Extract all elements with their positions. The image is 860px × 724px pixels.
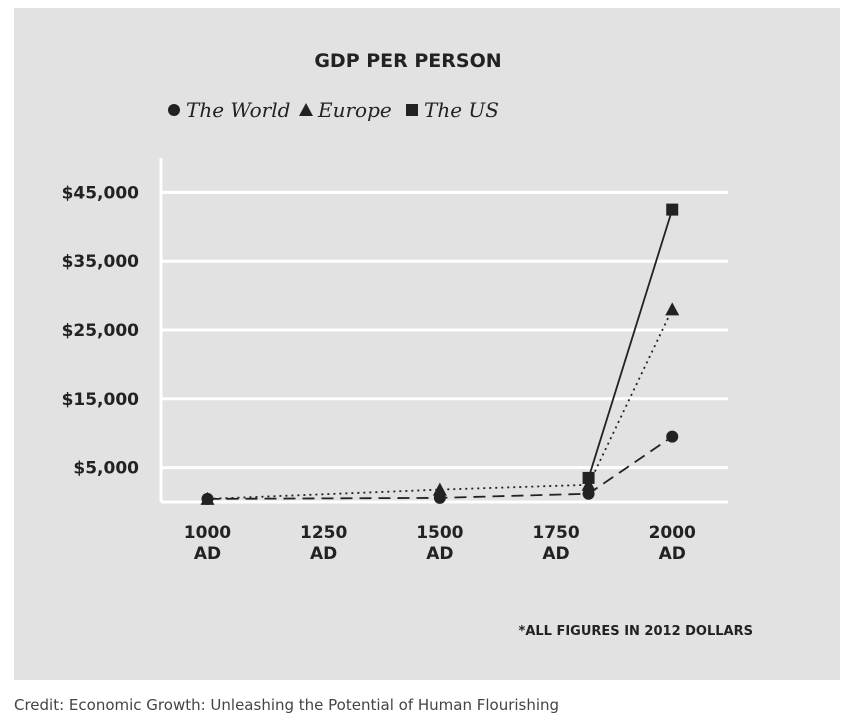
x-tick-unit-2: AD — [426, 544, 453, 564]
x-tick-label-2: 1500 — [416, 523, 463, 543]
legend: The World Europe The US — [168, 98, 499, 122]
legend-label-the-world: The World — [186, 98, 290, 122]
point-europe-1 — [432, 482, 447, 496]
chart-panel: GDP PER PERSON The World Europe The US $5,… — [14, 8, 840, 680]
y-tick-label-3: $35,000 — [62, 252, 140, 272]
point-the-us-1 — [666, 203, 679, 216]
y-tick-label-0: $5,000 — [73, 459, 139, 479]
point-europe-2 — [581, 477, 596, 491]
point-the-world-3 — [666, 430, 679, 443]
series-group — [200, 203, 680, 505]
y-tick-label-4: $45,000 — [62, 183, 140, 203]
chart-title: GDP PER PERSON — [314, 50, 501, 72]
x-tick-unit-3: AD — [542, 544, 569, 564]
x-tick-unit-0: AD — [194, 544, 221, 564]
x-tick-unit-1: AD — [310, 544, 337, 564]
gdp-chart: GDP PER PERSON The World Europe The US $5,… — [62, 50, 753, 639]
legend-marker-the-us — [406, 104, 418, 116]
y-axis-ticks: $5,000 $15,000 $25,000 $35,000 $45,000 — [62, 183, 140, 478]
chart-note: *ALL FIGURES IN 2012 DOLLARS — [519, 624, 753, 639]
point-the-us-0 — [582, 471, 595, 484]
x-tick-label-3: 1750 — [532, 523, 579, 543]
y-tick-label-1: $15,000 — [62, 390, 140, 410]
legend-marker-europe — [299, 103, 313, 116]
legend-marker-the-world — [168, 104, 180, 116]
image-credit: Credit: Economic Growth: Unleashing the … — [14, 696, 560, 714]
legend-label-europe: Europe — [317, 98, 392, 122]
x-tick-unit-4: AD — [659, 544, 686, 564]
point-europe-0 — [200, 491, 215, 505]
series-line-europe — [207, 308, 674, 500]
x-tick-label-1: 1250 — [300, 523, 347, 543]
series-line-the-world — [207, 435, 673, 500]
point-europe-3 — [665, 302, 680, 316]
gridlines — [159, 158, 728, 504]
x-tick-label-4: 2000 — [649, 523, 696, 543]
series-line-the-us — [587, 209, 674, 479]
legend-label-the-us: The US — [424, 98, 499, 122]
y-tick-label-2: $25,000 — [62, 321, 140, 341]
x-tick-label-0: 1000 — [184, 523, 231, 543]
